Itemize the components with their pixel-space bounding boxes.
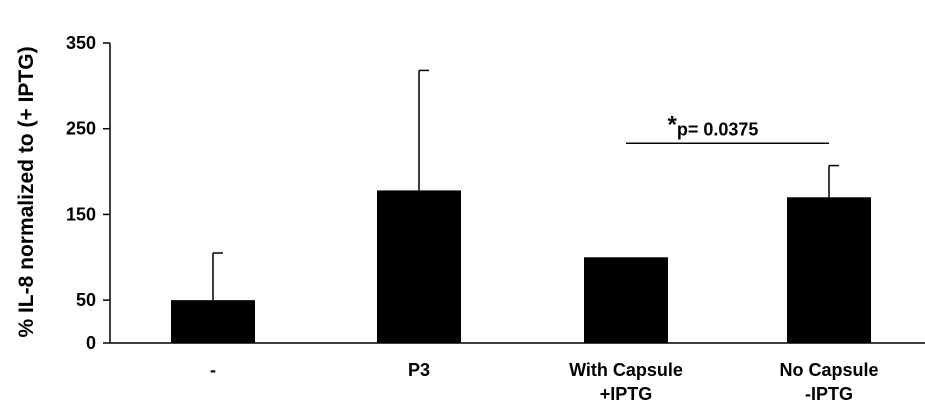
p-value-text: p= 0.0375 <box>677 119 759 139</box>
bars <box>171 190 871 343</box>
y-tick-label: 0 <box>86 333 96 353</box>
error-bars <box>212 69 839 301</box>
bar <box>171 300 255 343</box>
x-tick-label-line2: -IPTG <box>805 384 853 404</box>
y-tick-label: 150 <box>66 204 96 224</box>
y-tick-label: 350 <box>66 33 96 53</box>
x-tick-label: P3 <box>408 360 430 380</box>
y-ticks: 0 50 150 250 350 <box>66 33 110 353</box>
y-axis-label: % IL-8 normalized to (+ IPTG) <box>15 46 38 337</box>
significance-annotation: *p= 0.0375 <box>626 111 829 145</box>
x-tick-label: With Capsule <box>569 360 683 380</box>
y-tick-label: 250 <box>66 119 96 139</box>
x-tick-label-line2: +IPTG <box>600 384 653 404</box>
bar <box>787 197 871 343</box>
significance-star: * <box>668 111 678 138</box>
x-tick-label: - <box>210 360 216 380</box>
bar <box>377 190 461 343</box>
y-tick-label: 50 <box>76 290 96 310</box>
bar <box>584 257 668 343</box>
x-tick-labels: - P3 With Capsule +IPTG No Capsule -IPTG <box>210 360 879 404</box>
significance-label: *p= 0.0375 <box>668 111 759 139</box>
x-tick-label: No Capsule <box>779 360 878 380</box>
